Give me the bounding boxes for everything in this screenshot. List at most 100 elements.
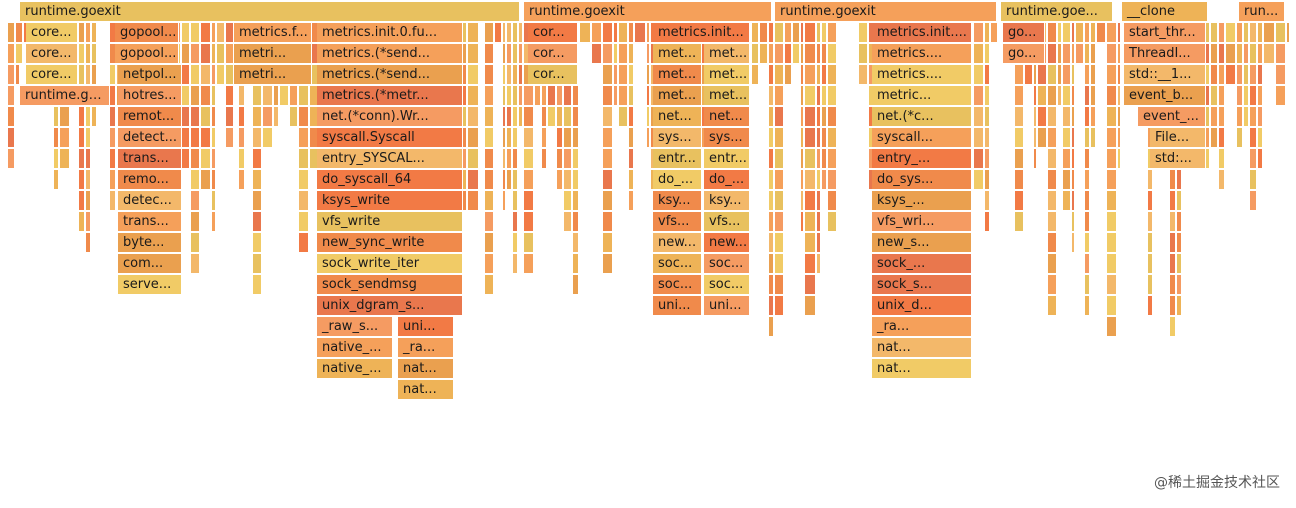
flame-frame[interactable] bbox=[647, 86, 650, 106]
flame-frame[interactable] bbox=[54, 170, 59, 190]
flame-frame[interactable] bbox=[1177, 170, 1182, 190]
flame-frame[interactable] bbox=[459, 44, 467, 64]
flame-frame[interactable] bbox=[8, 23, 15, 43]
flame-frame[interactable] bbox=[822, 65, 827, 85]
flame-frame[interactable] bbox=[86, 233, 91, 253]
root-frame[interactable]: runtime.goexit bbox=[775, 2, 997, 22]
flame-frame[interactable] bbox=[485, 233, 494, 253]
flame-frame[interactable] bbox=[1085, 254, 1090, 274]
flame-frame[interactable] bbox=[191, 44, 200, 64]
flame-frame[interactable] bbox=[1038, 65, 1047, 85]
flame-frame[interactable] bbox=[201, 107, 211, 127]
flame-frame[interactable] bbox=[1237, 86, 1243, 106]
flame-frame[interactable] bbox=[1250, 86, 1257, 106]
flame-frame[interactable]: vfs_wri... bbox=[872, 212, 972, 232]
flame-frame[interactable] bbox=[86, 44, 91, 64]
flame-frame[interactable] bbox=[1177, 296, 1182, 316]
flame-frame[interactable] bbox=[79, 149, 85, 169]
flame-frame[interactable] bbox=[1015, 86, 1024, 106]
flame-frame[interactable] bbox=[1204, 128, 1210, 148]
flame-frame[interactable] bbox=[226, 86, 234, 106]
flame-frame[interactable] bbox=[1118, 44, 1121, 64]
flame-frame[interactable] bbox=[1258, 23, 1263, 43]
flame-frame[interactable] bbox=[1258, 107, 1263, 127]
flame-frame[interactable]: new_sync_write bbox=[317, 233, 463, 253]
flame-frame[interactable] bbox=[1237, 107, 1243, 127]
flame-frame[interactable] bbox=[828, 212, 837, 232]
flame-frame[interactable] bbox=[564, 170, 572, 190]
flame-frame[interactable] bbox=[513, 44, 518, 64]
flame-frame[interactable] bbox=[513, 254, 518, 274]
flame-frame[interactable] bbox=[580, 23, 591, 43]
flame-frame[interactable]: remo... bbox=[118, 170, 182, 190]
flame-frame[interactable] bbox=[573, 233, 579, 253]
flame-frame[interactable] bbox=[805, 44, 816, 64]
flame-frame[interactable] bbox=[485, 275, 494, 295]
flame-frame[interactable] bbox=[1107, 254, 1117, 274]
flame-frame[interactable] bbox=[629, 191, 634, 211]
flame-frame[interactable] bbox=[752, 44, 759, 64]
flame-frame[interactable] bbox=[1063, 86, 1071, 106]
flame-frame[interactable] bbox=[542, 107, 547, 127]
flame-frame[interactable] bbox=[1076, 44, 1084, 64]
flame-frame[interactable] bbox=[985, 86, 990, 106]
flame-frame[interactable] bbox=[1287, 23, 1290, 43]
flame-frame[interactable] bbox=[1204, 44, 1210, 64]
flame-frame[interactable] bbox=[822, 149, 827, 169]
flame-frame[interactable]: ksys_write bbox=[317, 191, 463, 211]
flame-frame[interactable]: byte... bbox=[118, 233, 182, 253]
flame-frame[interactable] bbox=[557, 107, 563, 127]
flame-frame[interactable] bbox=[299, 149, 309, 169]
flame-frame[interactable] bbox=[629, 149, 634, 169]
flame-frame[interactable] bbox=[1204, 23, 1210, 43]
flame-frame[interactable] bbox=[1072, 149, 1075, 169]
flame-frame[interactable] bbox=[1107, 149, 1117, 169]
flame-frame[interactable] bbox=[1204, 149, 1210, 169]
flame-frame[interactable]: trans... bbox=[118, 212, 182, 232]
flame-frame[interactable] bbox=[503, 191, 506, 211]
flame-frame[interactable] bbox=[212, 23, 216, 43]
flame-frame[interactable] bbox=[1219, 107, 1225, 127]
flame-frame[interactable] bbox=[793, 23, 800, 43]
flame-frame[interactable] bbox=[985, 128, 990, 148]
flame-frame[interactable] bbox=[519, 65, 523, 85]
flame-frame[interactable] bbox=[629, 23, 634, 43]
flame-frame[interactable] bbox=[985, 44, 990, 64]
flame-frame[interactable] bbox=[1118, 128, 1121, 148]
flame-frame[interactable] bbox=[226, 128, 234, 148]
flame-frame[interactable] bbox=[805, 107, 816, 127]
flame-frame[interactable] bbox=[785, 23, 792, 43]
flame-frame[interactable] bbox=[226, 65, 234, 85]
flame-frame[interactable] bbox=[805, 191, 816, 211]
flame-frame[interactable] bbox=[1107, 107, 1117, 127]
flame-frame[interactable] bbox=[817, 23, 821, 43]
flame-frame[interactable]: vfs_write bbox=[317, 212, 463, 232]
flame-frame[interactable] bbox=[1219, 65, 1225, 85]
flame-frame[interactable]: soc... bbox=[704, 275, 750, 295]
flame-frame[interactable] bbox=[299, 86, 309, 106]
flame-frame[interactable] bbox=[1244, 107, 1249, 127]
root-frame[interactable]: run... bbox=[1239, 2, 1285, 22]
flame-frame[interactable] bbox=[513, 233, 518, 253]
flame-frame[interactable] bbox=[647, 65, 650, 85]
root-frame[interactable]: runtime.goexit bbox=[20, 2, 520, 22]
flame-frame[interactable] bbox=[513, 23, 518, 43]
flame-frame[interactable]: vfs... bbox=[704, 212, 750, 232]
flame-frame[interactable] bbox=[1170, 254, 1176, 274]
flame-frame[interactable]: entr... bbox=[653, 149, 702, 169]
flame-frame[interactable] bbox=[503, 65, 506, 85]
flame-frame[interactable] bbox=[503, 44, 506, 64]
flame-frame[interactable] bbox=[1244, 86, 1249, 106]
flame-frame[interactable] bbox=[524, 86, 534, 106]
flame-frame[interactable] bbox=[1107, 128, 1117, 148]
flame-frame[interactable] bbox=[1048, 149, 1057, 169]
flame-frame[interactable] bbox=[564, 149, 572, 169]
flame-frame[interactable] bbox=[564, 212, 572, 232]
flame-frame[interactable] bbox=[985, 212, 990, 232]
flame-frame[interactable] bbox=[603, 65, 613, 85]
flame-frame[interactable] bbox=[1072, 107, 1075, 127]
flame-frame[interactable] bbox=[769, 65, 774, 85]
flame-frame[interactable] bbox=[1148, 191, 1153, 211]
flame-frame[interactable] bbox=[1034, 86, 1037, 106]
flame-frame[interactable] bbox=[1107, 191, 1117, 211]
